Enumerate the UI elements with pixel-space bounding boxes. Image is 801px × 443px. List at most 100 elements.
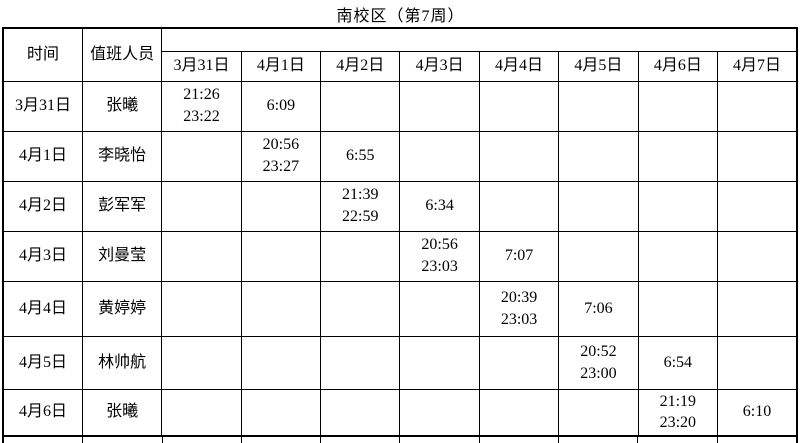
time-cell	[717, 280, 798, 337]
time-cell	[558, 130, 639, 182]
person-name: 张曦	[81, 388, 163, 437]
person-name: 黄婷婷	[81, 280, 163, 337]
date-header: 4月6日	[637, 50, 719, 82]
partial-cell	[83, 437, 163, 443]
time-cell	[717, 180, 798, 232]
person-name: 彭军军	[81, 180, 163, 232]
partial-cell	[559, 437, 639, 443]
time-cell	[558, 230, 639, 282]
time-cell	[320, 280, 401, 337]
partial-cell	[400, 437, 480, 443]
time-cell: 21:26 23:22	[161, 80, 242, 132]
schedule-row: 3月31日 张曦 21:26 23:22 6:09	[2, 80, 798, 132]
row-date: 3月31日	[2, 80, 83, 132]
time-cell	[399, 280, 480, 337]
person-name: 张曦	[81, 80, 163, 132]
time-cell	[399, 388, 480, 437]
time-cell: 20:52 23:00	[558, 335, 639, 390]
time-cell: 7:07	[478, 230, 560, 282]
time-cell	[240, 280, 322, 337]
time-cell	[717, 80, 798, 132]
time-cell: 6:09	[240, 80, 322, 132]
time-cell: 21:39 22:59	[320, 180, 401, 232]
person-name: 刘曼莹	[81, 230, 163, 282]
time-cell	[240, 230, 322, 282]
schedule-row: 4月5日 林帅航 20:52 23:00 6:54	[2, 335, 798, 390]
duty-schedule-table: 时间 值班人员 3月31日 4月1日 4月2日 4月3日 4月4日 4月5日 4…	[2, 27, 798, 437]
row-date: 4月1日	[2, 130, 83, 182]
time-cell	[161, 280, 242, 337]
time-cell	[478, 80, 560, 132]
time-cell	[637, 180, 719, 232]
partial-cell	[4, 437, 84, 443]
schedule-row: 4月6日 张曦 21:19 23:20 6:10	[2, 388, 798, 437]
time-cell: 21:19 23:20	[637, 388, 719, 437]
time-cell: 6:54	[637, 335, 719, 390]
time-cell	[717, 130, 798, 182]
schedule-row: 4月2日 彭军军 21:39 22:59 6:34	[2, 180, 798, 232]
row-date: 4月5日	[2, 335, 83, 390]
row-date: 4月3日	[2, 230, 83, 282]
schedule-row: 4月3日 刘曼莹 20:56 23:03 7:07	[2, 230, 798, 282]
partial-cell	[480, 437, 560, 443]
date-header: 4月5日	[558, 50, 639, 82]
time-cell	[320, 335, 401, 390]
schedule-row: 4月4日 黄婷婷 20:39 23:03 7:06	[2, 280, 798, 337]
time-cell	[161, 230, 242, 282]
time-cell	[478, 388, 560, 437]
time-cell	[637, 130, 719, 182]
time-cell	[558, 388, 639, 437]
date-header: 4月1日	[240, 50, 322, 82]
time-cell	[320, 230, 401, 282]
time-cell: 6:34	[399, 180, 480, 232]
partial-cell	[163, 437, 242, 443]
time-cell: 20:56 23:03	[399, 230, 480, 282]
time-cell	[399, 130, 480, 182]
time-cell: 6:10	[717, 388, 798, 437]
time-cell	[478, 335, 560, 390]
header-person: 值班人员	[81, 27, 163, 82]
time-cell	[717, 335, 798, 390]
date-header: 4月3日	[399, 50, 480, 82]
row-date: 4月4日	[2, 280, 83, 337]
partial-cell	[638, 437, 718, 443]
time-cell: 7:06	[558, 280, 639, 337]
row-date: 4月6日	[2, 388, 83, 437]
date-header: 4月7日	[717, 50, 798, 82]
partial-cell	[718, 437, 796, 443]
header-row-dates: 3月31日 4月1日 4月2日 4月3日 4月4日 4月5日 4月6日 4月7日	[3, 50, 798, 82]
time-cell	[478, 180, 560, 232]
partial-cell	[321, 437, 401, 443]
date-header: 4月2日	[320, 50, 401, 82]
time-cell	[478, 130, 560, 182]
date-header: 4月4日	[478, 50, 560, 82]
time-cell	[161, 388, 242, 437]
page-title: 南校区（第7周）	[336, 7, 465, 25]
time-cell: 20:56 23:27	[240, 130, 322, 182]
time-cell	[399, 335, 480, 390]
time-cell	[558, 180, 639, 232]
schedule-row: 4月1日 李晓怡 20:56 23:27 6:55	[2, 130, 798, 182]
time-cell	[240, 180, 322, 232]
time-cell	[320, 388, 401, 437]
date-header: 3月31日	[161, 50, 242, 82]
time-cell	[161, 180, 242, 232]
time-cell	[637, 80, 719, 132]
time-cell	[240, 388, 322, 437]
header-time: 时间	[2, 27, 83, 82]
header-spacer-cell	[161, 27, 798, 52]
person-name: 林帅航	[81, 335, 163, 390]
time-cell	[161, 130, 242, 182]
time-cell	[717, 230, 798, 282]
time-cell	[240, 335, 322, 390]
person-name: 李晓怡	[81, 130, 163, 182]
row-date: 4月2日	[2, 180, 83, 232]
time-cell	[558, 80, 639, 132]
time-cell	[161, 335, 242, 390]
partial-cell	[242, 437, 322, 443]
time-cell	[399, 80, 480, 132]
partial-next-row	[2, 437, 798, 443]
time-cell: 6:55	[320, 130, 401, 182]
time-cell: 20:39 23:03	[478, 280, 560, 337]
time-cell	[637, 230, 719, 282]
